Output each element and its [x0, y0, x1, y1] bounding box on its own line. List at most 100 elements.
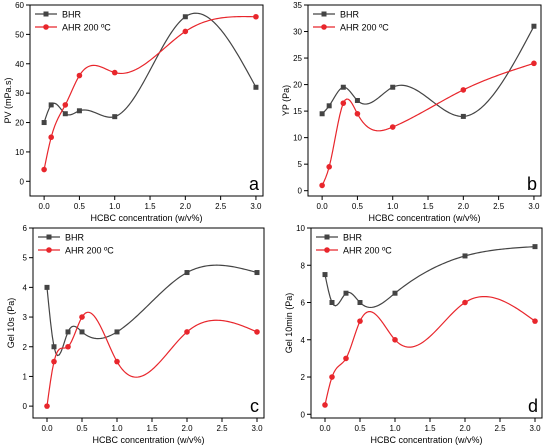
y-tick-label: 0 [20, 177, 25, 186]
legend-marker [321, 24, 327, 30]
data-point [62, 102, 69, 108]
y-tick-label: 4 [23, 283, 28, 292]
data-point [51, 358, 57, 365]
y-tick-label: 10 [293, 134, 302, 143]
data-point [76, 108, 82, 114]
legend-label: BHR [343, 233, 363, 243]
data-point [182, 28, 189, 35]
data-point [329, 300, 335, 306]
legend-marker [43, 24, 49, 30]
x-axis-title: HCBC concentration (w/v%) [90, 213, 202, 223]
panel-letter: b [527, 174, 537, 194]
y-tick-label: 6 [301, 299, 306, 308]
series-line-bhr [321, 25, 535, 118]
plot-frame [32, 227, 265, 419]
data-point [326, 164, 332, 170]
data-point [253, 84, 259, 90]
chart-panel-d: 0.0 0.5 1.0 1.5 2.0 2.5 3.0 0 2 4 6 8 10 HCBC concent… [284, 224, 543, 445]
chart-panel-b: 0.0 0.5 1.0 1.5 2.0 2.5 3.0 0 5 10 15 20 25 30 35 HCBC … [281, 1, 542, 223]
x-tick-label: 0.0 [41, 424, 53, 433]
series-line-bhr [324, 246, 536, 309]
data-point [343, 290, 349, 296]
y-tick-label: 4 [301, 336, 306, 345]
x-tick-label: 3.0 [250, 202, 262, 211]
y-tick-label: 10 [296, 224, 305, 233]
y-tick-label: 2 [23, 343, 28, 352]
y-tick-label: 15 [293, 107, 302, 116]
data-point [114, 358, 120, 365]
panel-letter: c [250, 396, 259, 416]
x-tick-label: 2.5 [494, 424, 506, 433]
data-point [354, 98, 360, 103]
x-tick-label: 1.5 [144, 202, 156, 211]
plot-frame [29, 4, 264, 197]
y-tick-label: 0 [298, 187, 303, 196]
legend-label: AHR 200 ºC [65, 246, 114, 256]
x-tick-label: 0.0 [319, 424, 331, 433]
legend: BHR AHR 200 ºC [35, 10, 111, 33]
y-tick-label: 25 [293, 54, 302, 63]
y-tick-label: 50 [15, 30, 24, 39]
x-tick-label: 0.5 [76, 424, 88, 433]
x-tick-label: 2.0 [458, 202, 470, 211]
chart-panel-c: 0.0 0.5 1.0 1.5 2.0 2.5 3.0 0 1 2 3 4 5 6 HCBC concent… [6, 224, 265, 445]
y-tick-label: 1 [23, 372, 28, 381]
x-tick-label: 2.5 [215, 202, 227, 211]
x-tick-label: 1.0 [109, 202, 121, 211]
data-point [253, 13, 259, 20]
x-tick-label: 0.5 [352, 202, 364, 211]
y-tick-label: 3 [23, 313, 28, 322]
data-point [462, 299, 468, 306]
y-tick-label: 0 [301, 410, 306, 419]
y-tick-label: 60 [15, 1, 24, 10]
data-point [76, 72, 83, 79]
data-point [389, 124, 396, 130]
panel-letter: d [528, 396, 538, 416]
data-point [48, 102, 54, 108]
legend: BHR AHR 200 ºC [313, 10, 389, 33]
y-tick-label: 30 [293, 28, 302, 37]
data-point [184, 329, 190, 335]
y-tick-label: 6 [23, 224, 28, 233]
y-tick-label: 0 [23, 402, 28, 411]
data-point [114, 329, 120, 335]
data-point [44, 284, 50, 290]
y-axis-title: Gel 10s (Pa) [6, 298, 16, 349]
x-tick-label: 1.0 [111, 424, 123, 433]
data-point [254, 329, 260, 335]
x-axis-title: HCBC concentration (w/v%) [370, 435, 482, 445]
data-point [326, 103, 332, 109]
legend-marker [324, 247, 330, 253]
y-tick-label: 40 [15, 60, 24, 69]
plot-frame [310, 227, 543, 419]
x-tick-label: 1.5 [422, 202, 434, 211]
x-tick-label: 1.0 [389, 424, 401, 433]
data-point [357, 300, 363, 306]
data-point [392, 336, 398, 343]
x-tick-label: 1.5 [424, 424, 436, 433]
data-point [532, 244, 538, 250]
data-point [460, 87, 467, 93]
data-point [79, 314, 85, 320]
x-tick-label: 2.0 [180, 202, 192, 211]
data-point [531, 60, 537, 67]
data-point [322, 272, 328, 278]
series-line-bhr [46, 264, 258, 357]
x-tick-label: 3.0 [251, 424, 263, 433]
y-axis-title: YP (Pa) [281, 85, 291, 116]
y-tick-label: 5 [298, 160, 303, 169]
x-tick-label: 2.0 [181, 424, 193, 433]
x-tick-label: 3.0 [528, 202, 540, 211]
series-line-ahr [324, 295, 536, 406]
plot-frame [307, 4, 542, 197]
y-tick-label: 20 [15, 119, 24, 128]
data-point [44, 403, 50, 409]
x-tick-label: 3.0 [529, 424, 541, 433]
data-point [65, 343, 71, 350]
data-point [343, 355, 349, 362]
data-point [392, 290, 398, 296]
data-point [65, 329, 71, 335]
legend-marker [43, 11, 49, 17]
data-point [340, 84, 346, 90]
